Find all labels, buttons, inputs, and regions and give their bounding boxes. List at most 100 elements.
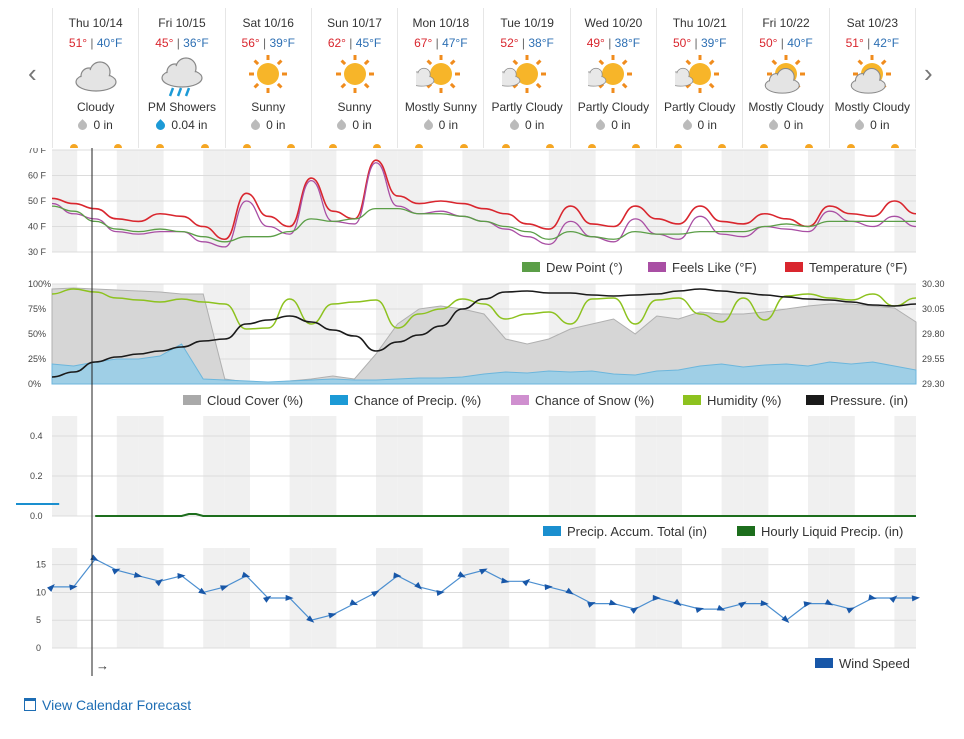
wind-direction-arrow bbox=[760, 600, 769, 607]
sun-cloud-icon bbox=[667, 52, 725, 98]
y-tick-label: 5 bbox=[36, 615, 41, 625]
day-column[interactable]: Sat 10/23 51° | 42°F Mostly Cloudy 0 in bbox=[830, 8, 916, 148]
wind-direction-arrow bbox=[911, 595, 920, 602]
wind-direction-arrow bbox=[889, 595, 898, 603]
precip-chance-area bbox=[51, 343, 917, 385]
condition-text: Mostly Cloudy bbox=[748, 100, 824, 114]
night-band bbox=[203, 548, 225, 648]
precip-value: 0 in bbox=[352, 118, 372, 132]
night-band bbox=[548, 416, 571, 516]
day-column[interactable]: Thu 10/21 50° | 39°F Partly Cloudy 0 in bbox=[657, 8, 744, 148]
wind-direction-arrow bbox=[716, 604, 726, 611]
high-low-temp: 49° | 38°F bbox=[586, 36, 641, 50]
sunrise-sunset-marks bbox=[484, 140, 569, 148]
day-column[interactable]: Fri 10/22 50° | 40°F Mostly Cloudy 0 in bbox=[743, 8, 830, 148]
raindrop-icon bbox=[594, 119, 608, 133]
y-tick-label: 10 bbox=[36, 587, 46, 597]
legend-label: Cloud Cover (%) bbox=[207, 393, 303, 408]
high-low-temp: 51° | 40°F bbox=[68, 36, 123, 50]
high-temp: 67° bbox=[414, 36, 433, 50]
night-band bbox=[656, 416, 682, 516]
rain-icon bbox=[157, 52, 207, 98]
raindrop-icon bbox=[766, 119, 780, 133]
day-name: Wed 10/20 bbox=[584, 16, 643, 30]
wind-direction-arrow bbox=[198, 587, 207, 595]
condition-text: Mostly Sunny bbox=[404, 100, 477, 114]
raindrop-icon bbox=[853, 119, 867, 133]
wind-direction-arrow bbox=[781, 615, 790, 623]
day-column[interactable]: Tue 10/19 52° | 38°F Partly Cloudy 0 in bbox=[484, 8, 571, 148]
sunset-icon bbox=[459, 144, 468, 148]
night-band bbox=[116, 548, 139, 648]
high-temp: 52° bbox=[500, 36, 519, 50]
wind-direction-arrow bbox=[522, 578, 531, 587]
legend-swatch bbox=[522, 262, 540, 272]
night-band bbox=[721, 416, 744, 516]
raindrop-icon bbox=[76, 119, 90, 133]
day-column[interactable]: Fri 10/15 45° | 36°F PM Showers 0.04 in bbox=[139, 8, 226, 148]
sunrise-sunset-marks bbox=[226, 140, 311, 148]
condition-text: Partly Cloudy bbox=[664, 100, 736, 114]
cloud-icon bbox=[71, 52, 121, 98]
sunrise-sunset-marks bbox=[398, 140, 483, 148]
sunrise-sunset-marks bbox=[830, 140, 915, 148]
day-column[interactable]: Sun 10/17 62° | 45°F Sunny 0 in bbox=[312, 8, 399, 148]
high-temp: 50° bbox=[673, 36, 692, 50]
low-temp: 36°F bbox=[183, 36, 209, 50]
legend-swatch bbox=[330, 395, 348, 405]
legend-label: Dew Point (°) bbox=[546, 260, 623, 275]
legend-swatch bbox=[806, 395, 824, 405]
next-arrow-button[interactable]: › bbox=[924, 58, 933, 88]
precip-amount: 0 in bbox=[312, 118, 397, 133]
night-band bbox=[52, 548, 78, 648]
day-column[interactable]: Sat 10/16 56° | 39°F Sunny 0 in bbox=[226, 8, 312, 148]
legend-label: Humidity (%) bbox=[707, 393, 781, 408]
legend-label: Temperature (°F) bbox=[809, 260, 907, 275]
day-column[interactable]: Wed 10/20 49° | 38°F Partly Cloudy 0 in bbox=[571, 8, 658, 148]
wind-direction-arrow bbox=[241, 571, 251, 578]
wind-direction-arrow bbox=[111, 568, 121, 575]
sunset-icon bbox=[114, 144, 123, 148]
view-calendar-forecast-link[interactable]: View Calendar Forecast bbox=[24, 697, 191, 713]
precip-value: 0 in bbox=[438, 118, 459, 132]
wind-direction-arrow bbox=[479, 568, 488, 575]
low-temp: 38°F bbox=[528, 36, 554, 50]
raindrop-icon bbox=[154, 119, 168, 133]
night-band bbox=[829, 416, 855, 516]
low-temp: 39°F bbox=[700, 36, 727, 50]
precip-value: 0 in bbox=[611, 118, 631, 132]
legend-swatch bbox=[737, 526, 755, 536]
current-time-arrow: → bbox=[96, 658, 109, 673]
calendar-icon bbox=[24, 698, 36, 711]
raindrop-icon bbox=[335, 119, 349, 133]
wind-direction-arrow bbox=[133, 571, 143, 578]
legend-label: Chance of Snow (%) bbox=[535, 393, 654, 408]
wind-direction-arrow bbox=[738, 601, 747, 609]
cloud-sun-icon bbox=[761, 52, 811, 98]
wind-direction-arrow bbox=[47, 584, 55, 592]
high-low-temp: 50° | 39°F bbox=[673, 36, 727, 50]
legend-swatch bbox=[183, 395, 201, 405]
day-column[interactable]: Thu 10/14 51° | 40°F Cloudy 0 in bbox=[52, 8, 140, 148]
y-tick-label: 40 F bbox=[28, 222, 47, 232]
prev-arrow-button[interactable]: ‹ bbox=[28, 58, 37, 88]
legend-swatch bbox=[683, 395, 701, 405]
low-temp: 40°F bbox=[96, 36, 123, 50]
y-tick-label: 29.55 bbox=[922, 354, 945, 364]
night-band bbox=[203, 416, 225, 516]
y-tick-label: 0% bbox=[28, 379, 41, 389]
night-band bbox=[289, 416, 312, 516]
precip-value: 0 in bbox=[783, 118, 804, 132]
humidity-line bbox=[51, 288, 917, 330]
legend-label: Feels Like (°F) bbox=[672, 260, 757, 275]
precip-amount: 0 in bbox=[571, 118, 656, 133]
sunrise-icon bbox=[674, 144, 683, 148]
y-tick-label: 29.80 bbox=[922, 329, 945, 339]
night-band bbox=[484, 548, 510, 648]
day-column[interactable]: Mon 10/18 67° | 47°F Mostly Sunny 0 in bbox=[398, 8, 485, 148]
sunrise-icon bbox=[242, 144, 251, 148]
legend-label: Hourly Liquid Precip. (in) bbox=[761, 524, 903, 539]
night-band bbox=[224, 548, 250, 648]
sun-cloud-icon bbox=[494, 52, 552, 98]
precip-value: 0 in bbox=[697, 118, 717, 132]
